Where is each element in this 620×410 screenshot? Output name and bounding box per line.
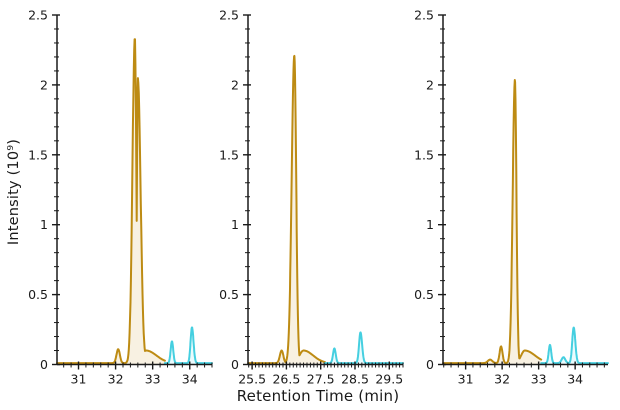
main-compound-trace [56,38,166,365]
y-tick-label: 2.5 [219,8,239,23]
main-compound-trace [247,54,326,365]
x-tick-label: 29.5 [375,372,403,387]
y-tick-label: 2 [40,77,48,92]
x-tick-label: 31 [458,372,474,387]
x-tick-label: 34 [182,372,198,387]
x-tick-label: 26.5 [272,372,300,387]
x-tick-label: 33 [145,372,161,387]
x-tick-label: 32 [494,372,510,387]
y-tick-label: 0 [40,357,48,372]
x-tick-label: 33 [531,372,547,387]
panel-1: 0 0.5 1 1.5 2 2.5 31 32 33 34 [28,8,213,387]
y-tick-label: 2 [231,77,239,92]
main-compound-fill [443,80,542,365]
x-tick-label: 27.5 [307,372,335,387]
y-axis-title: Intensity (10⁹) [6,138,22,246]
axes: 0 0.5 1 1.5 2 2.5 31 32 33 34 [28,8,213,387]
main-compound-fill [248,55,325,365]
y-tick-label: 1.5 [414,147,434,162]
x-tick-label: 28.5 [341,372,369,387]
y-tick-label: 1 [231,217,239,232]
panel-2: 0 0.5 1 1.5 2 2.5 25.5 26.5 27.5 28.5 29.5 [219,8,404,387]
secondary-compound-trace [323,331,404,365]
x-tick-label: 31 [71,372,87,387]
y-tick-label: 0.5 [414,287,434,302]
y-tick-label: 1 [40,217,48,232]
panel-3: 0 0.5 1 1.5 2 2.5 31 32 33 34 [414,8,609,387]
x-axis-title: Retention Time (min) [236,387,400,405]
y-tick-label: 1.5 [219,147,239,162]
secondary-compound-fill [541,327,608,365]
axes: 0 0.5 1 1.5 2 2.5 25.5 26.5 27.5 28.5 29.5 [219,8,404,387]
main-compound-fill [57,39,165,365]
series-group [247,54,404,365]
x-tick-label: 25.5 [238,372,266,387]
y-tick-label: 0.5 [219,287,239,302]
y-tick-label: 1.5 [28,147,48,162]
y-tick-label: 1 [426,217,434,232]
x-tick-label: 32 [108,372,124,387]
y-tick-label: 2.5 [28,8,48,23]
y-tick-label: 0.5 [28,287,48,302]
series-group [442,79,609,365]
main-compound-trace [442,79,543,365]
y-tick-label: 2 [426,77,434,92]
y-tick-label: 2.5 [414,8,434,23]
axes: 0 0.5 1 1.5 2 2.5 31 32 33 34 [414,8,608,387]
x-tick-label: 34 [567,372,583,387]
y-tick-label: 0 [231,357,239,372]
series-group [56,38,213,365]
y-tick-label: 0 [426,357,434,372]
